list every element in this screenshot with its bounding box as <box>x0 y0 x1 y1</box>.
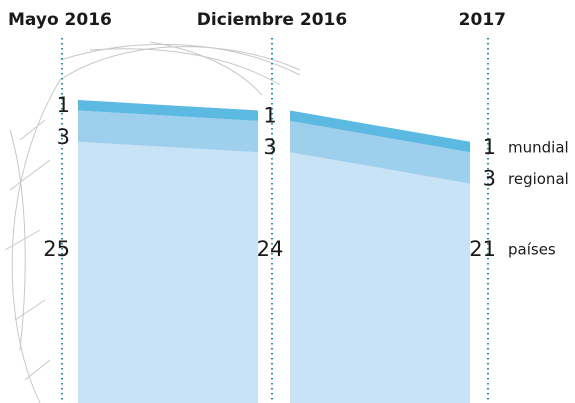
category-label: Mayo 2016 <box>8 10 112 30</box>
value-label: 1 <box>57 93 70 117</box>
value-label: 1 <box>483 135 496 159</box>
category-label: Diciembre 2016 <box>197 10 347 30</box>
guide-lines <box>61 38 489 403</box>
area-segment <box>78 100 258 121</box>
category-label: 2017 <box>459 10 506 30</box>
value-label: 3 <box>57 125 70 149</box>
series-name: regional <box>508 170 569 188</box>
series-name: países <box>508 241 556 259</box>
area-segment <box>290 120 470 184</box>
area-segment <box>78 110 258 153</box>
globe-decoration <box>4 41 301 403</box>
value-label: 3 <box>483 167 496 191</box>
area-segment <box>78 141 258 403</box>
value-label: 21 <box>469 237 496 261</box>
value-label: 3 <box>263 135 276 159</box>
area-segment <box>290 110 470 153</box>
value-label: 25 <box>43 237 70 261</box>
area-segment <box>290 152 470 403</box>
value-label: 1 <box>263 103 276 127</box>
series-name: mundial <box>508 138 569 156</box>
value-label: 24 <box>257 237 284 261</box>
